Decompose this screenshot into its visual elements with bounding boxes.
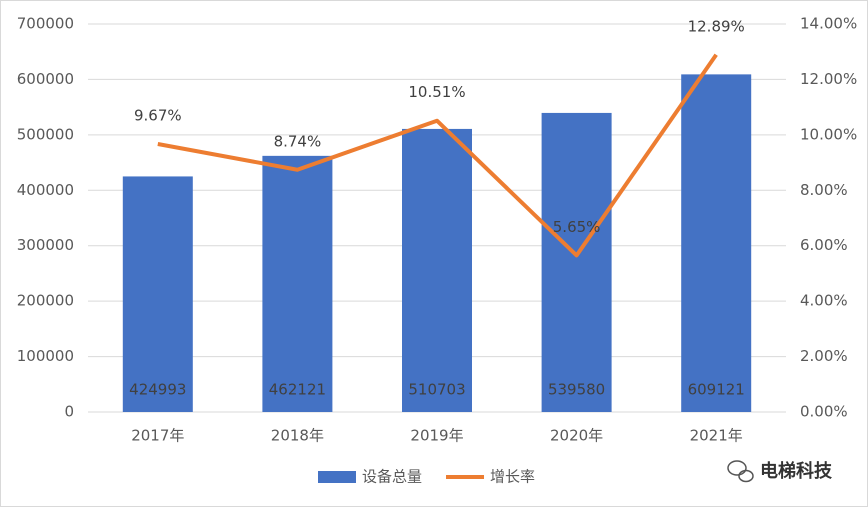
- bar: [681, 74, 752, 413]
- y2-tick-label: 10.00%: [800, 125, 857, 143]
- y-tick-label: 0: [64, 403, 74, 421]
- y2-tick-label: 14.00%: [800, 15, 857, 33]
- legend-label: 设备总量: [362, 468, 422, 486]
- line-value-label: 5.65%: [553, 218, 601, 236]
- y-tick-label: 600000: [17, 70, 74, 88]
- bar: [541, 112, 612, 412]
- watermark-icon: [727, 460, 754, 483]
- line-value-label: 10.51%: [408, 83, 465, 101]
- watermark: 电梯科技: [760, 460, 833, 482]
- bar: [262, 155, 333, 412]
- bar-value-label: 462121: [269, 381, 326, 399]
- y-tick-label: 200000: [17, 292, 74, 310]
- y2-tick-label: 2.00%: [800, 347, 848, 365]
- x-tick-label: 2021年: [690, 427, 743, 445]
- x-tick-label: 2019年: [410, 427, 463, 445]
- y2-tick-label: 6.00%: [800, 236, 848, 254]
- y2-tick-label: 4.00%: [800, 292, 848, 310]
- legend-swatch: [318, 471, 356, 483]
- y-tick-label: 400000: [17, 181, 74, 199]
- legend-label: 增长率: [490, 468, 535, 486]
- line-value-label: 12.89%: [688, 17, 745, 35]
- line-value-label: 8.74%: [274, 132, 322, 150]
- line: [157, 53, 718, 258]
- line-value-label: 9.67%: [134, 107, 182, 125]
- y2-tick-label: 0.00%: [800, 403, 848, 421]
- x-tick-label: 2017年: [131, 427, 184, 445]
- bar-value-label: 539580: [548, 381, 605, 399]
- x-tick-label: 2018年: [271, 427, 324, 445]
- bar-value-label: 510703: [408, 381, 465, 399]
- y2-tick-label: 12.00%: [800, 70, 857, 88]
- bar-value-label: 424993: [129, 381, 186, 399]
- y-tick-label: 300000: [17, 236, 74, 254]
- bar: [402, 128, 472, 412]
- bar: [122, 176, 193, 412]
- y2-tick-label: 8.00%: [800, 181, 848, 199]
- y-tick-label: 700000: [17, 15, 74, 33]
- y-tick-label: 100000: [17, 347, 74, 365]
- bar-value-label: 609121: [688, 381, 745, 399]
- y-tick-label: 500000: [17, 125, 74, 143]
- x-tick-label: 2020年: [550, 427, 603, 445]
